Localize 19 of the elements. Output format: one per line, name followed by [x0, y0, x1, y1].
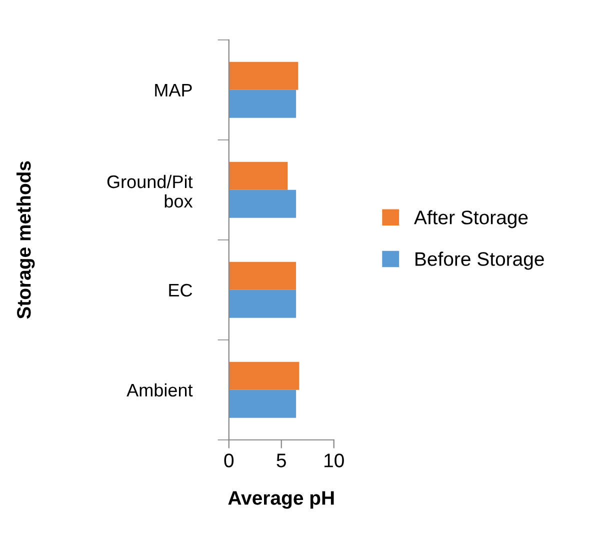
bar — [228, 190, 296, 218]
y-tick-label: Ground/Pit box — [107, 174, 193, 208]
bar — [228, 90, 296, 118]
x-tick-label: 10 — [324, 454, 344, 468]
x-tick-label: 0 — [224, 454, 234, 468]
y-tick-label: EC — [169, 284, 192, 297]
legend-label: Before Storage — [416, 252, 544, 270]
bar — [228, 290, 296, 318]
legend-label: After Storage — [414, 210, 528, 228]
bar — [228, 62, 298, 90]
bar — [228, 390, 296, 418]
y-tick-label: MAP — [155, 84, 192, 96]
y-axis-title: Storage methods — [16, 161, 35, 319]
x-axis-title: Average pH — [228, 491, 334, 509]
x-tick-label: 5 — [276, 454, 286, 468]
bar — [228, 162, 288, 190]
y-tick-label: Ambient — [126, 383, 193, 397]
bar — [228, 362, 300, 390]
bar — [228, 262, 296, 290]
